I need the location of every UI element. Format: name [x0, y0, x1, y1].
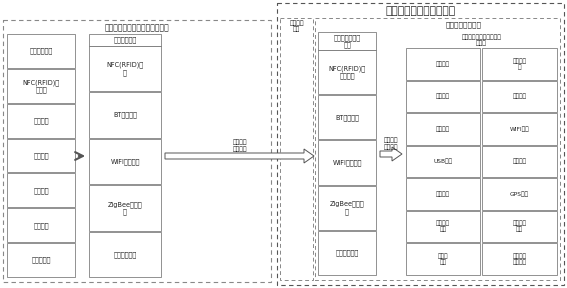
- Text: GPS模块: GPS模块: [510, 191, 529, 197]
- Bar: [280, 18, 313, 280]
- Text: NFC(RFID)读
写器模块: NFC(RFID)读 写器模块: [328, 65, 366, 79]
- Bar: [406, 81, 480, 112]
- Bar: [406, 48, 480, 79]
- Text: 交互界面
模块: 交互界面 模块: [436, 221, 450, 232]
- Text: 传感器采集: 传感器采集: [31, 257, 50, 264]
- Bar: [482, 81, 557, 112]
- Bar: [406, 146, 480, 177]
- Text: 收音机
模块: 收音机 模块: [438, 253, 448, 265]
- Bar: [318, 95, 376, 139]
- Bar: [277, 3, 564, 285]
- Bar: [7, 243, 75, 277]
- Bar: [406, 178, 480, 210]
- Text: 红外接收模块: 红外接收模块: [335, 250, 358, 256]
- Bar: [89, 232, 161, 277]
- Text: 触发设备（命令产生发射模块）: 触发设备（命令产生发射模块）: [105, 24, 170, 33]
- Polygon shape: [165, 149, 314, 163]
- Text: 串口模块: 串口模块: [513, 159, 527, 164]
- Bar: [406, 243, 480, 275]
- Text: 智能终端（软硬件系统）: 智能终端（软硬件系统）: [386, 6, 455, 16]
- Text: 命令接收
模块: 命令接收 模块: [289, 20, 304, 32]
- Bar: [406, 113, 480, 145]
- Bar: [89, 46, 161, 91]
- Text: 模式切换
权限设置: 模式切换 权限设置: [384, 138, 398, 150]
- Bar: [406, 211, 480, 242]
- Text: ZigBee接收模
块: ZigBee接收模 块: [329, 201, 365, 215]
- Bar: [482, 211, 557, 242]
- Text: 短消息模
块: 短消息模 块: [513, 58, 527, 70]
- Text: WIFI发射模块: WIFI发射模块: [111, 158, 139, 165]
- Text: 命令产生模块: 命令产生模块: [29, 48, 53, 54]
- Polygon shape: [380, 147, 402, 161]
- Bar: [89, 139, 161, 184]
- Bar: [482, 243, 557, 275]
- Text: 录音模块: 录音模块: [436, 191, 450, 197]
- Text: 蓝牙模块: 蓝牙模块: [436, 94, 450, 99]
- Text: 软件安全工作模式: 软件安全工作模式: [446, 22, 481, 28]
- Bar: [315, 18, 560, 280]
- Bar: [89, 92, 161, 138]
- Bar: [7, 104, 75, 138]
- Bar: [318, 141, 376, 185]
- Text: WIFI模块: WIFI模块: [510, 126, 530, 132]
- Text: 声音识别: 声音识别: [33, 222, 49, 228]
- Text: USB模块: USB模块: [434, 159, 452, 164]
- Bar: [482, 113, 557, 145]
- Bar: [3, 20, 271, 282]
- Text: 软硬件接口控制
模块: 软硬件接口控制 模块: [333, 34, 361, 48]
- Bar: [7, 139, 75, 173]
- Text: NFC(RFID)标
签设定: NFC(RFID)标 签设定: [23, 79, 60, 93]
- Text: 语音模块: 语音模块: [436, 61, 450, 67]
- Text: WIFI接收模块: WIFI接收模块: [332, 159, 362, 166]
- Bar: [7, 208, 75, 242]
- Bar: [7, 69, 75, 103]
- Text: 红外模块: 红外模块: [436, 126, 450, 132]
- Bar: [7, 34, 75, 68]
- Bar: [89, 185, 161, 231]
- Text: 命令发射模块: 命令发射模块: [113, 37, 137, 43]
- Text: 指纹识别: 指纹识别: [33, 117, 49, 124]
- Text: 虹膜识别: 虹膜识别: [33, 152, 49, 159]
- Bar: [318, 50, 376, 94]
- Text: 红外发射模块: 红外发射模块: [113, 251, 137, 257]
- Bar: [318, 32, 376, 50]
- Text: 应用程序
安装模块: 应用程序 安装模块: [513, 253, 527, 265]
- Text: 面部识别: 面部识别: [33, 187, 49, 194]
- Bar: [7, 173, 75, 207]
- Bar: [318, 185, 376, 230]
- Text: 切换指令
权限指令: 切换指令 权限指令: [232, 140, 247, 152]
- Bar: [482, 178, 557, 210]
- Bar: [482, 146, 557, 177]
- Text: BT接收模块: BT接收模块: [335, 114, 359, 121]
- Bar: [89, 34, 161, 46]
- Text: 拍照摄像
模块: 拍照摄像 模块: [513, 221, 527, 232]
- Bar: [318, 231, 376, 275]
- Text: 软件操作系统用户功能控
制模块: 软件操作系统用户功能控 制模块: [462, 34, 501, 46]
- Text: NFC(RFID)标
签: NFC(RFID)标 签: [107, 62, 143, 75]
- Text: ZigBee发射模
块: ZigBee发射模 块: [108, 201, 142, 215]
- Bar: [482, 48, 557, 79]
- Text: 数据模块: 数据模块: [513, 94, 527, 99]
- Text: BT发射模块: BT发射模块: [113, 112, 137, 118]
